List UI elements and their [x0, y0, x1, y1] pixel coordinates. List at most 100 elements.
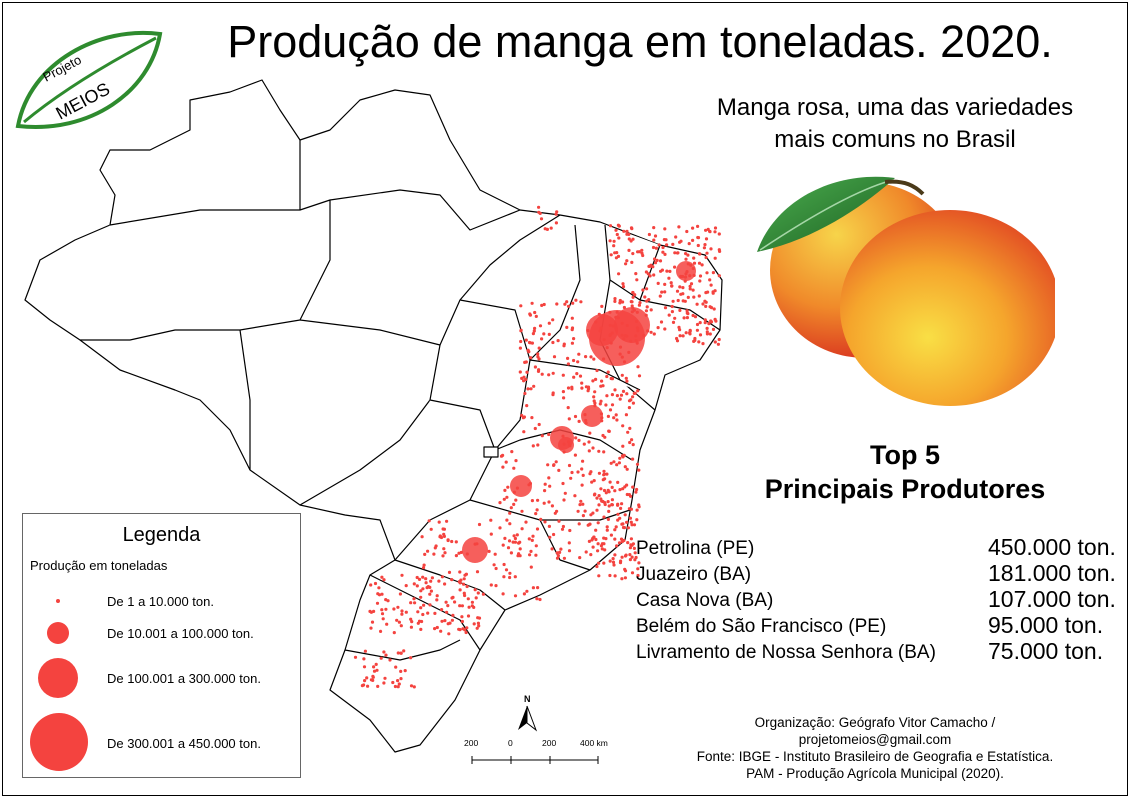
producer-dot — [647, 232, 652, 237]
producer-dot — [644, 309, 649, 313]
large-producer-circles — [462, 261, 696, 563]
producer-dot — [652, 238, 656, 242]
producer-dot — [518, 547, 522, 551]
producer-dot — [423, 552, 427, 557]
producer-dot — [400, 612, 404, 616]
producer-dot — [658, 259, 663, 263]
producer-dot — [679, 239, 683, 243]
producer-dot — [537, 210, 541, 214]
producer-dot — [671, 242, 675, 246]
producer-dot — [369, 678, 373, 682]
producer-dot — [698, 274, 703, 278]
producer-dot — [589, 513, 593, 517]
producer-dot — [685, 229, 689, 234]
producer-dot — [663, 227, 667, 231]
producer-dot — [535, 597, 539, 601]
producer-dot — [451, 613, 455, 618]
producer-dot — [671, 299, 675, 303]
producer-dot — [617, 541, 622, 545]
producer-dot — [607, 504, 611, 508]
producer-dot — [428, 603, 432, 607]
producer-dot — [523, 391, 527, 396]
producer-dot — [685, 316, 690, 320]
producer-dot — [547, 432, 551, 437]
producer-dot — [567, 417, 571, 421]
producer-dot — [443, 582, 447, 586]
producer-dot — [403, 669, 407, 673]
producer-dot — [512, 502, 516, 506]
credit-line: PAM - Produção Agrícola Municipal (2020)… — [746, 766, 1004, 781]
producer-dot — [383, 676, 387, 680]
producer-dot — [434, 544, 438, 548]
scale-tick-label: 200 — [542, 738, 556, 748]
producer-dot — [433, 611, 437, 616]
producer-dot — [416, 610, 420, 614]
producer-dot — [698, 321, 702, 325]
producer-dot — [587, 539, 592, 544]
producer-dot — [681, 292, 685, 296]
producer-dot — [550, 547, 554, 551]
producer-dot — [597, 574, 601, 578]
producer-dot — [602, 561, 606, 565]
producer-dot — [592, 395, 596, 399]
producer-dot — [630, 571, 635, 575]
producer-dot — [574, 298, 578, 302]
producer-dot — [510, 450, 514, 454]
producer-dot — [440, 619, 444, 623]
producer-dot — [701, 342, 705, 346]
producer-dot — [623, 569, 628, 573]
producer-dot — [427, 519, 431, 523]
producer-dot — [554, 460, 558, 464]
producer-dot — [381, 617, 385, 621]
producer-dot — [697, 294, 701, 298]
producer-dot — [435, 598, 439, 602]
producer-dot — [646, 272, 650, 276]
producer-dot — [623, 554, 628, 558]
producer-dot — [596, 542, 600, 546]
producer-dot — [601, 433, 605, 438]
producer-dot — [587, 387, 591, 391]
producer-dot — [628, 558, 633, 562]
producer-dot — [504, 568, 509, 572]
producer-dot — [567, 549, 572, 553]
producer-dot — [620, 373, 624, 377]
producer-dot — [508, 511, 512, 515]
producer-dot — [599, 384, 603, 388]
producer-dot — [716, 342, 721, 346]
producer-dot — [424, 581, 428, 585]
producer-dot — [566, 406, 570, 410]
producer-dot — [565, 300, 569, 304]
producer-dot — [410, 620, 414, 624]
producer-dot — [534, 314, 538, 318]
producer-row: Belém do São Francisco (PE) 95.000 ton. — [636, 612, 1126, 642]
producer-dot — [711, 327, 716, 331]
producer-dot — [602, 472, 606, 476]
producer-dot — [633, 551, 637, 555]
producer-dot — [570, 470, 574, 475]
producer-dot — [400, 573, 404, 577]
producer-dot — [519, 328, 523, 332]
producer-dot — [587, 449, 591, 453]
producer-dot — [606, 517, 611, 522]
producer-dot — [668, 269, 672, 273]
producer-dot — [450, 578, 454, 582]
producer-dot — [637, 303, 642, 307]
producer-dot — [609, 461, 613, 465]
producer-dot — [547, 321, 551, 325]
producer-dot — [530, 538, 534, 543]
producer-dot — [643, 295, 647, 299]
producer-dot — [648, 274, 652, 278]
producer-dot — [557, 519, 561, 523]
producer-dot — [700, 263, 704, 267]
producer-dot — [684, 331, 688, 335]
producer-dot — [617, 461, 622, 465]
producer-dot — [630, 555, 634, 559]
legend-symbol-large — [38, 658, 78, 698]
producer-dot — [507, 539, 512, 543]
producer-dot — [635, 487, 639, 492]
producer-dot — [466, 614, 471, 618]
producer-dot — [426, 549, 430, 553]
producer-dot — [629, 537, 634, 541]
producer-dot — [557, 468, 561, 472]
